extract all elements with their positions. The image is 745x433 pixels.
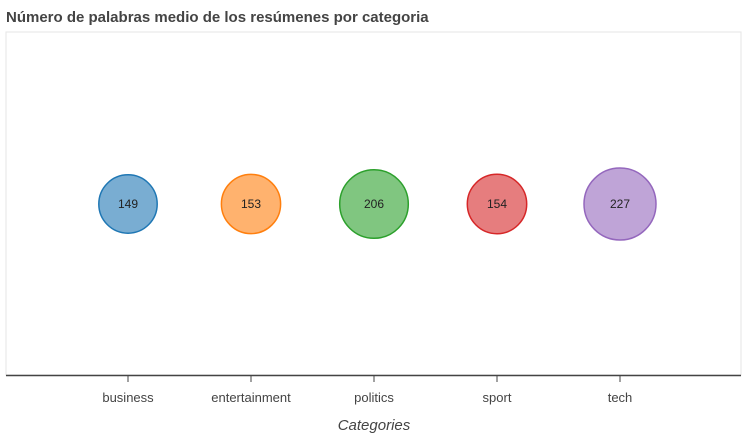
chart-title: Número de palabras medio de los resúmene… <box>6 9 429 26</box>
bubble-business <box>98 174 158 234</box>
bubble-label-politics: 206 <box>364 197 384 211</box>
bubble-label-tech: 227 <box>610 197 630 211</box>
bubble-politics <box>338 168 410 240</box>
x-tick-label-politics: politics <box>354 390 394 405</box>
x-axis-label: Categories <box>338 417 411 433</box>
x-axis-ticks: business entertainment politics sport tech <box>102 375 632 405</box>
bubble-label-sport: 154 <box>487 197 507 211</box>
x-tick-label-business: business <box>102 390 154 405</box>
bubble-label-business: 149 <box>118 197 138 211</box>
bubble-tech <box>583 167 657 241</box>
x-tick-label-entertainment: entertainment <box>211 390 291 405</box>
x-tick-label-tech: tech <box>608 390 633 405</box>
bubble-entertainment <box>220 173 282 235</box>
bubbles-layer: 149 153 206 154 227 <box>98 167 657 241</box>
bubble-label-entertainment: 153 <box>241 197 261 211</box>
x-tick-label-sport: sport <box>483 390 512 405</box>
bubble-sport <box>466 173 528 235</box>
